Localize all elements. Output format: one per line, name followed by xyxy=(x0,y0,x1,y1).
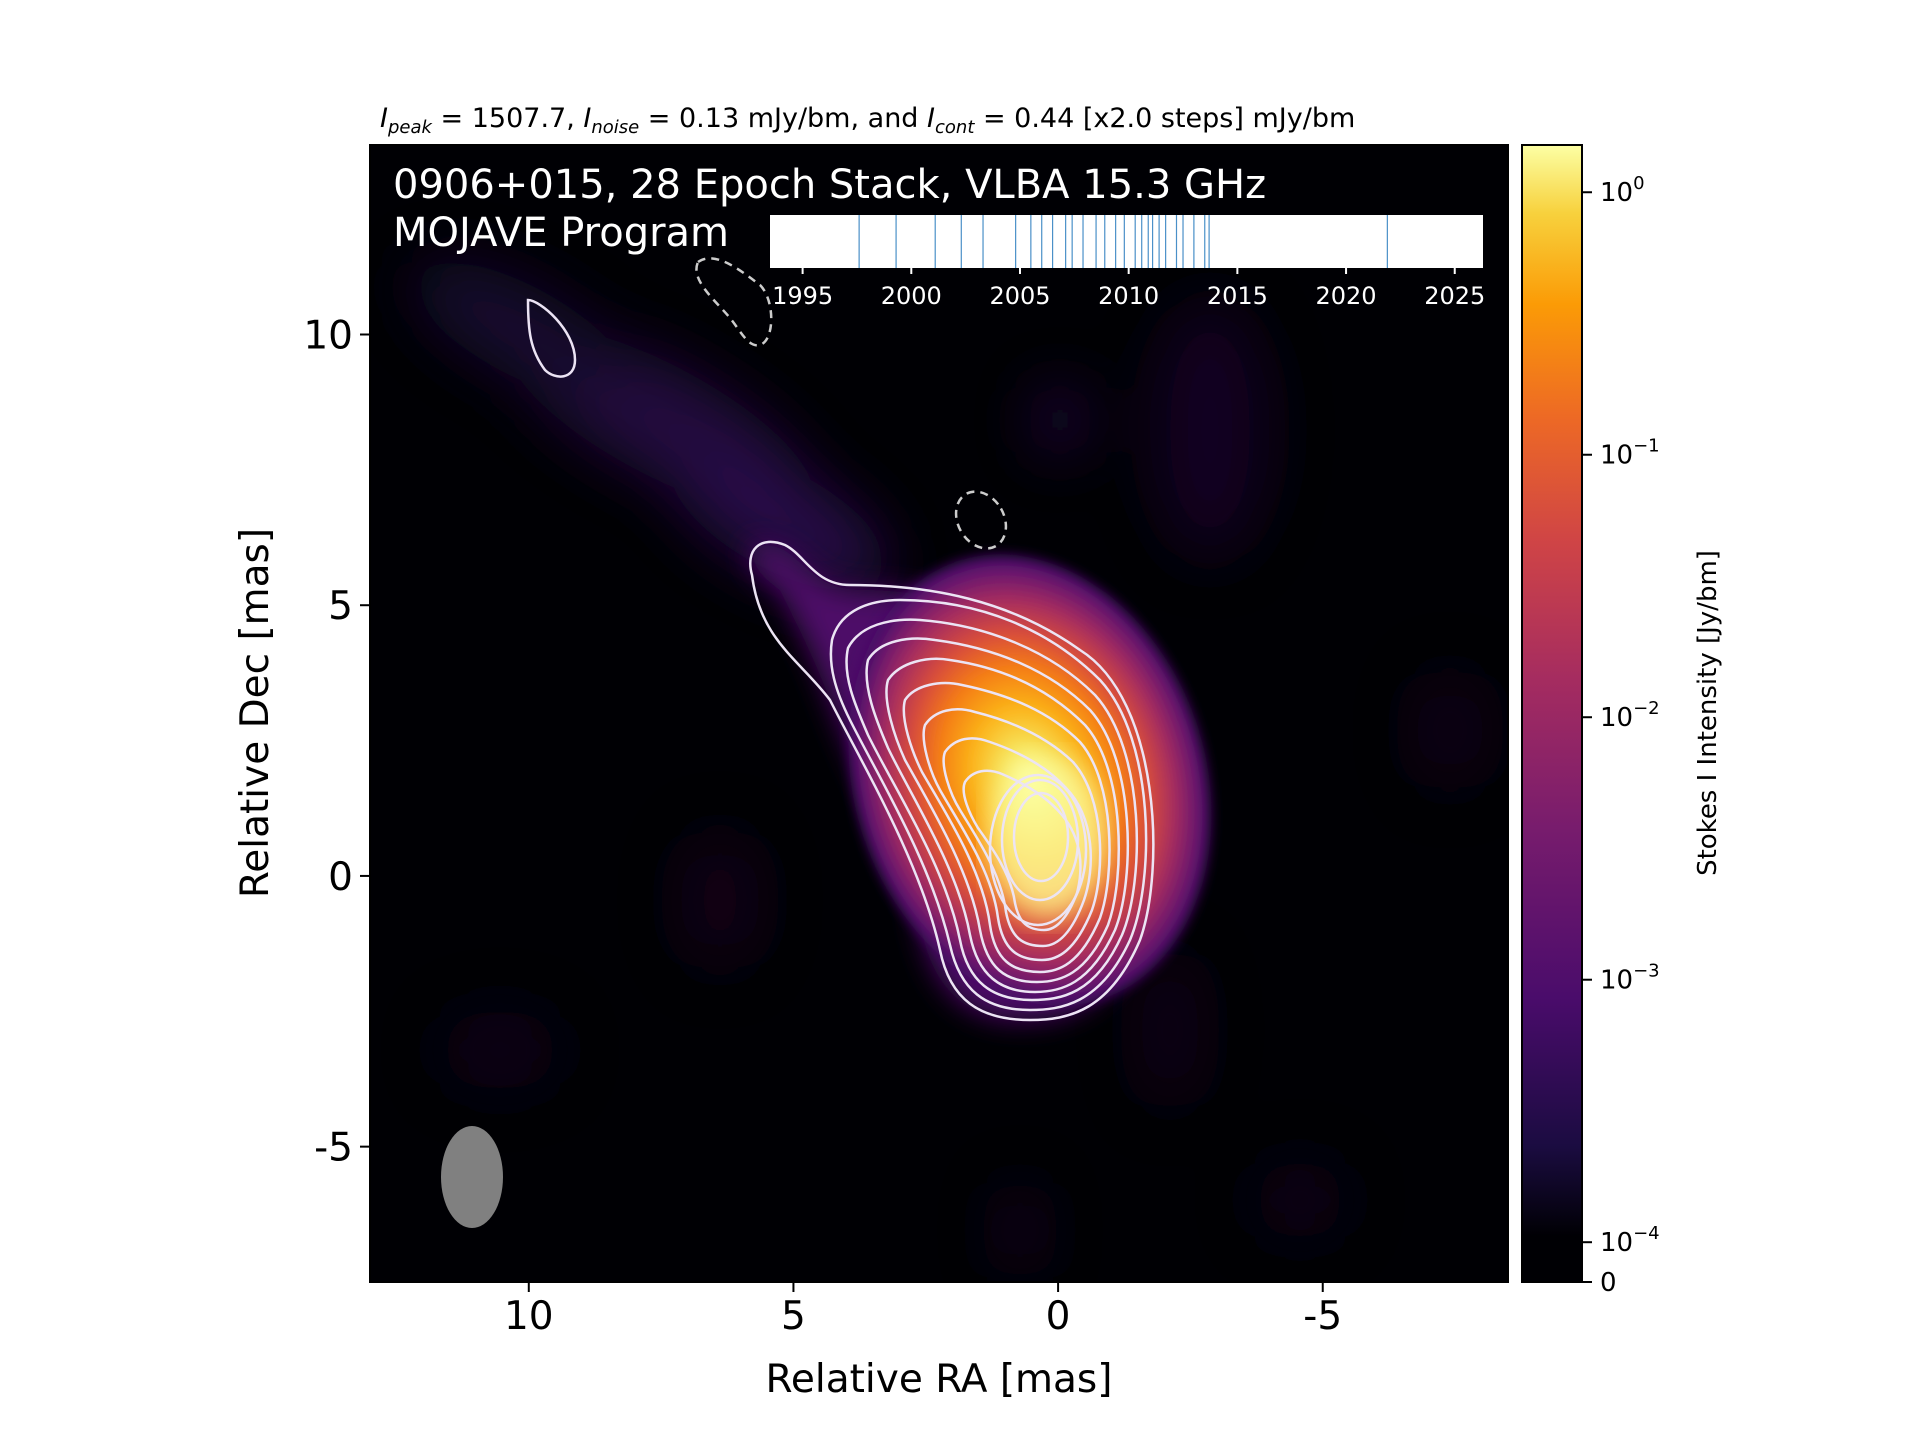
title-peak-label: I xyxy=(380,103,388,134)
timeline-tick-label: 1995 xyxy=(772,282,833,310)
negative-contour-2 xyxy=(954,490,1008,550)
colorbar-tick-label: 100 xyxy=(1600,173,1645,208)
contour-1 xyxy=(749,540,1155,1022)
y-tick-label: -5 xyxy=(314,1126,353,1171)
y-tick-label: 5 xyxy=(328,584,353,629)
x-axis-label: Relative RA [mas] xyxy=(766,1357,1113,1402)
title-cont-label: I xyxy=(927,103,935,134)
colorbar-gradient xyxy=(1521,144,1583,1283)
chart-title: Ipeak = 1507.7, Inoise = 0.13 mJy/bm, an… xyxy=(380,103,1355,138)
inset-line-2: MOJAVE Program xyxy=(393,210,729,256)
colorbar-tick-label: 10−1 xyxy=(1600,436,1660,471)
timeline-tick-label: 2020 xyxy=(1316,282,1377,310)
epoch-timeline: 1995 2000 2005 2010 2015 2020 2025 xyxy=(770,215,1485,310)
colorbar: 100 10−1 10−2 10−3 10−4 0 Stokes I Intensity … xyxy=(1521,144,1723,1298)
x-tick-label: -5 xyxy=(1303,1294,1342,1339)
title-noise-value: = 0.13 mJy/bm, and xyxy=(639,103,927,134)
colorbar-label: Stokes I Intensity [Jy/bm] xyxy=(1693,550,1723,876)
contour-2 xyxy=(829,598,1148,1012)
colorbar-tick-label: 10−4 xyxy=(1600,1223,1660,1258)
plot-frame xyxy=(369,144,1509,1283)
timeline-tick-label: 2005 xyxy=(989,282,1050,310)
contour-6 xyxy=(902,681,1111,974)
contour-5 xyxy=(885,657,1121,984)
beam-ellipse xyxy=(441,1126,503,1228)
colorbar-tick-label: 0 xyxy=(1600,1268,1617,1298)
timeline-background xyxy=(770,215,1483,268)
contour-isolated xyxy=(526,298,577,378)
title-noise-label: I xyxy=(583,103,591,134)
inset-line-1: 0906+015, 28 Epoch Stack, VLBA 15.3 GHz xyxy=(393,162,1266,208)
timeline-tick-label: 2025 xyxy=(1424,282,1485,310)
contour-3 xyxy=(845,618,1139,1002)
contour-12 xyxy=(1012,791,1070,883)
contour-7 xyxy=(922,708,1102,962)
x-tick-label: 5 xyxy=(781,1294,806,1339)
timeline-tick-label: 2000 xyxy=(881,282,942,310)
diffuse-emission xyxy=(411,261,1485,1280)
timeline-tick-label: 2015 xyxy=(1207,282,1268,310)
timeline-tick-label: 2010 xyxy=(1098,282,1159,310)
title-cont-value: = 0.44 [x2.0 steps] mJy/bm xyxy=(974,103,1355,134)
colorbar-tick-label: 10−3 xyxy=(1600,961,1660,996)
title-peak-sub: peak xyxy=(387,117,434,138)
title-peak-value: = 1507.7, xyxy=(432,103,583,134)
contours xyxy=(526,257,1155,1022)
contour-10 xyxy=(988,773,1088,927)
y-axis-label: Relative Dec [mas] xyxy=(233,528,278,898)
x-tick-label: 10 xyxy=(504,1294,554,1339)
image-panel: 0906+015, 28 Epoch Stack, VLBA 15.3 GHz … xyxy=(303,144,1509,1339)
negative-contour-1 xyxy=(695,257,773,347)
title-cont-sub: cont xyxy=(935,117,975,138)
contour-11 xyxy=(1000,778,1080,902)
x-tick-label: 0 xyxy=(1046,1294,1071,1339)
colorbar-tick-label: 10−2 xyxy=(1600,698,1660,733)
y-tick-label: 0 xyxy=(328,855,353,900)
core-peak xyxy=(988,758,1108,918)
contour-4 xyxy=(865,637,1129,994)
title-noise-sub: noise xyxy=(591,117,639,138)
contour-8 xyxy=(942,737,1092,948)
y-tick-label: 10 xyxy=(303,314,353,359)
contour-9 xyxy=(962,769,1082,932)
